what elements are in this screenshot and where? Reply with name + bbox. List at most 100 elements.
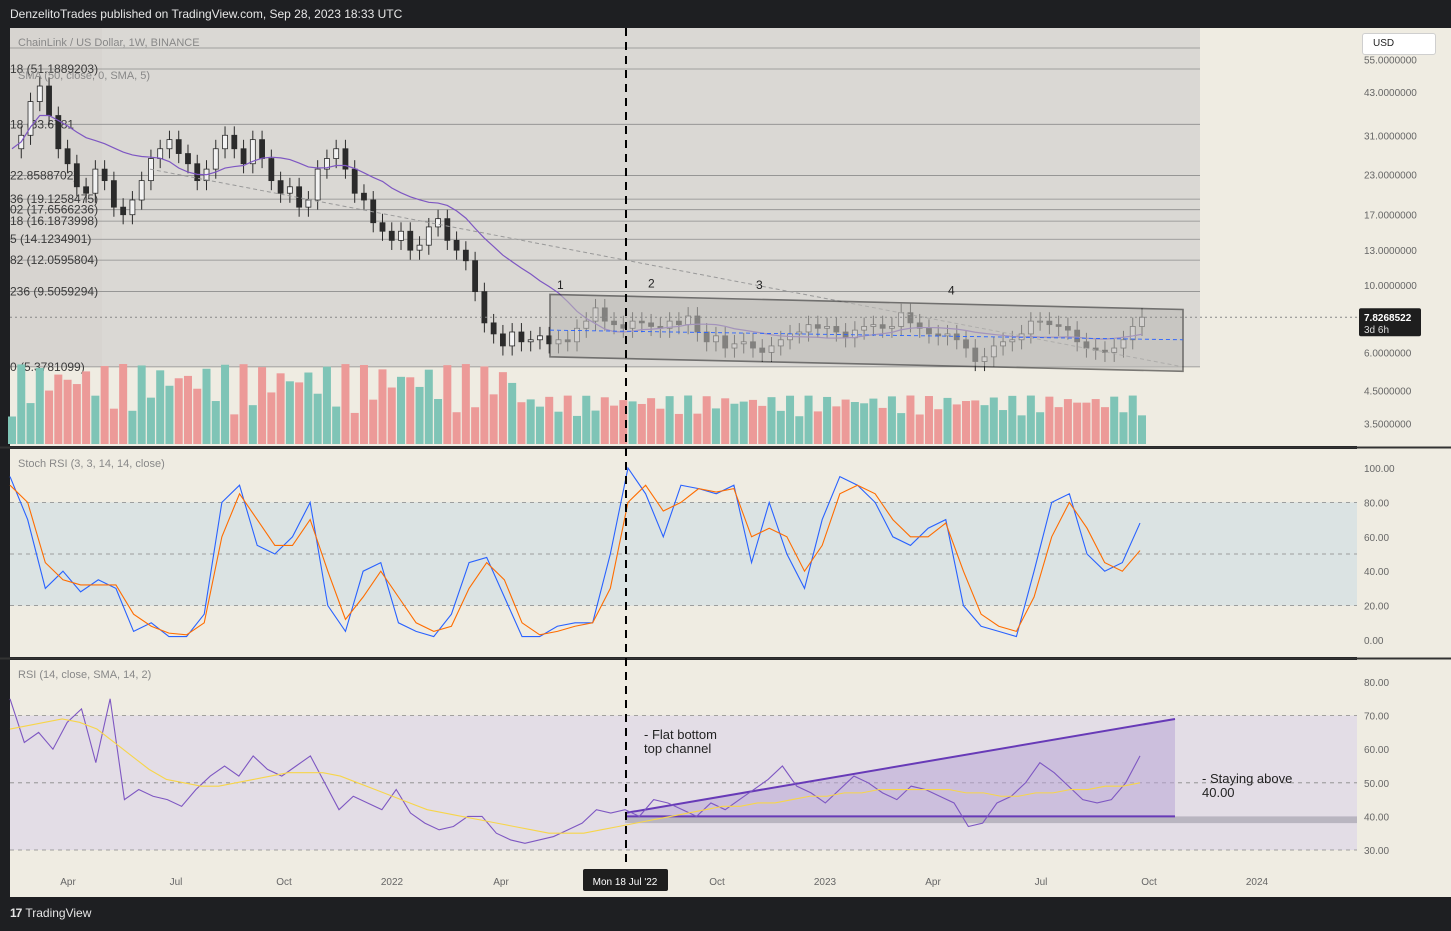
candle-up xyxy=(537,335,543,341)
fib-label: 82 (12.0595804) xyxy=(10,253,98,267)
candle-down xyxy=(379,222,386,232)
volume-bar xyxy=(1008,395,1017,444)
wave-label: 3 xyxy=(756,278,763,292)
volume-bar xyxy=(1128,395,1137,444)
brand-name: TradingView xyxy=(25,906,92,920)
volume-bar xyxy=(82,371,91,444)
candle-down xyxy=(388,230,395,241)
volume-bar xyxy=(137,365,146,444)
volume-bar xyxy=(26,403,35,444)
currency-selector[interactable]: USD xyxy=(1362,33,1436,55)
volume-bar xyxy=(776,410,785,444)
volume-bar xyxy=(258,367,267,444)
candle-down xyxy=(500,333,506,347)
candle-up xyxy=(398,230,404,241)
volume-bar xyxy=(517,402,526,444)
tradingview-logo[interactable]: 17 TradingView xyxy=(10,906,91,920)
volume-bar xyxy=(1036,412,1045,444)
rsi-annotation-right: - Staying above xyxy=(1202,771,1292,786)
candle-down xyxy=(481,291,488,324)
volume-bar xyxy=(54,374,63,444)
volume-bar xyxy=(156,370,165,444)
rsi-tick-label: 80.00 xyxy=(1364,678,1389,689)
fib-label: 18 (51.1889203) xyxy=(10,62,98,76)
candle-down xyxy=(231,134,238,150)
crosshair-date: Mon 18 Jul '22 xyxy=(593,877,658,888)
price-tick-label: 31.0000000 xyxy=(1364,131,1417,142)
stoch-tick-label: 60.00 xyxy=(1364,533,1389,544)
tv-logo-icon: 17 xyxy=(10,906,22,920)
volume-bar xyxy=(248,405,257,444)
volume-bar xyxy=(934,409,943,444)
rsi-annotation-right: 40.00 xyxy=(1202,785,1235,800)
volume-bar xyxy=(628,401,637,444)
volume-bar xyxy=(748,399,757,444)
volume-bar xyxy=(1017,415,1026,444)
volume-bar xyxy=(813,411,822,444)
candle-down xyxy=(120,206,127,216)
volume-bar xyxy=(600,397,609,444)
candle-down xyxy=(518,331,525,343)
chart-canvas[interactable]: 18 (51.1889203)18 (33.678122.8588702)36 … xyxy=(0,28,1451,897)
volume-bar xyxy=(795,416,804,444)
volume-bar xyxy=(17,364,26,444)
rsi-tick-label: 50.00 xyxy=(1364,779,1389,790)
volume-bar xyxy=(406,377,415,444)
candle-up xyxy=(333,148,340,159)
volume-bar xyxy=(1026,395,1035,444)
volume-bar xyxy=(952,404,961,444)
volume-bar xyxy=(980,405,989,444)
volume-bar xyxy=(415,386,424,444)
candle-up xyxy=(425,226,432,246)
volume-bar xyxy=(665,396,674,444)
volume-bar xyxy=(146,397,155,444)
candle-down xyxy=(351,168,358,194)
volume-bar xyxy=(359,365,368,444)
crosshair-date-badge xyxy=(583,869,668,891)
candle-up xyxy=(416,244,423,251)
candle-down xyxy=(240,148,247,165)
volume-bar xyxy=(285,381,294,444)
price-channel xyxy=(549,293,1184,373)
volume-bar xyxy=(193,388,202,444)
volume-bar xyxy=(295,382,304,444)
volume-bar xyxy=(962,401,971,444)
publish-header: DenzelitoTrades published on TradingView… xyxy=(0,0,1451,28)
rsi-base-strip xyxy=(625,816,1357,824)
time-label: Oct xyxy=(1141,877,1157,888)
price-tick-label: 17.0000000 xyxy=(1364,211,1417,222)
volume-bar xyxy=(45,390,54,444)
wave-label: 4 xyxy=(948,283,955,297)
time-label: Apr xyxy=(493,877,509,888)
footer xyxy=(0,897,1451,931)
fib-label: 22.8588702) xyxy=(10,169,77,183)
volume-bar xyxy=(202,368,211,444)
rsi-tick-label: 30.00 xyxy=(1364,846,1389,857)
volume-bar xyxy=(1110,396,1119,444)
volume-bar xyxy=(823,396,832,444)
symbol-label: ChainLink / US Dollar, 1W, BINANCE xyxy=(18,37,200,49)
volume-bar xyxy=(313,393,322,444)
volume-bar xyxy=(1045,396,1054,444)
stoch-tick-label: 100.00 xyxy=(1364,464,1395,475)
volume-bar xyxy=(239,364,248,444)
volume-bar xyxy=(878,407,887,444)
publish-info: DenzelitoTrades published on TradingView… xyxy=(10,7,403,21)
volume-bar xyxy=(8,416,16,444)
volume-bar xyxy=(656,408,665,444)
rsi-annotation-left: - Flat bottom xyxy=(644,727,717,742)
volume-bar xyxy=(582,395,591,444)
volume-bar xyxy=(739,401,748,444)
volume-bar xyxy=(1073,402,1082,444)
stoch-tick-label: 80.00 xyxy=(1364,498,1389,509)
volume-bar xyxy=(397,376,406,444)
volume-bar xyxy=(573,415,581,444)
candle-up xyxy=(305,199,312,208)
wave-label: 2 xyxy=(648,277,655,291)
fib-label: 02 (17.6566236) xyxy=(10,203,98,217)
candle-down xyxy=(342,148,349,170)
volume-bar xyxy=(619,400,628,444)
volume-bar xyxy=(610,405,619,444)
time-label: Jul xyxy=(1035,877,1048,888)
candle-down xyxy=(472,260,479,293)
